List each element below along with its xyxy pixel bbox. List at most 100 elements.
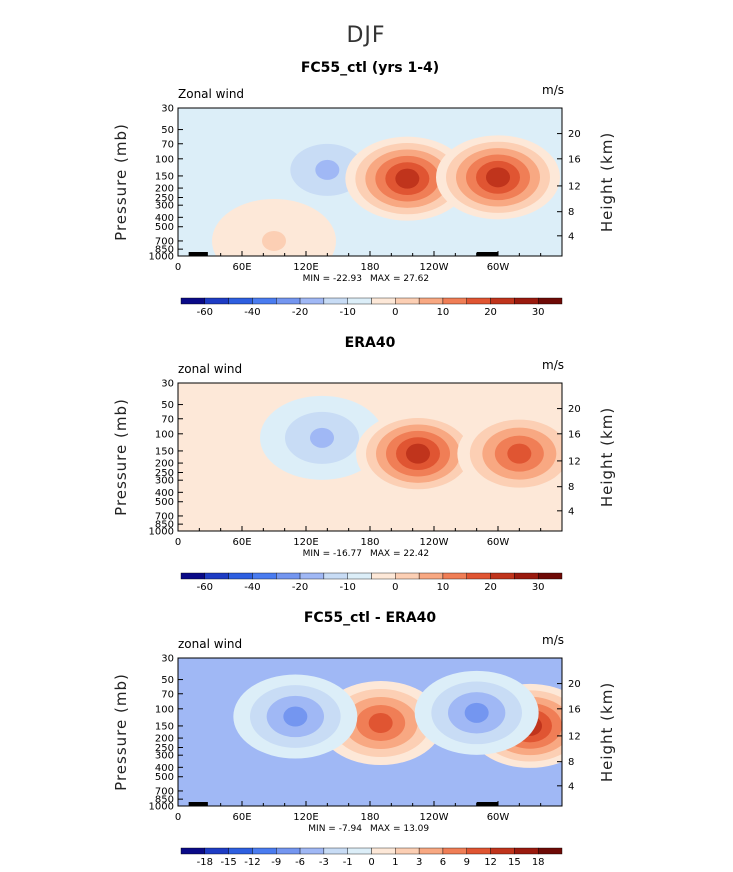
y-right-tick-label: 12 — [568, 456, 581, 467]
y-tick-label: 300 — [155, 476, 174, 487]
colorbar-label: -20 — [292, 582, 308, 593]
y-axis-label: Pressure (mb) — [112, 123, 130, 241]
colorbar-swatch — [466, 572, 491, 580]
x-tick-label: 120E — [293, 262, 318, 273]
colorbar-swatch — [490, 297, 515, 305]
y-right-tick-label: 4 — [568, 506, 574, 517]
x-tick-label: 60E — [232, 537, 251, 548]
panel-title: FC55_ctl - ERA40 — [304, 610, 437, 626]
y-tick-label: 50 — [161, 675, 174, 686]
colorbar-swatch — [418, 572, 444, 580]
y-tick-label: 100 — [155, 154, 174, 165]
y-right-tick-label: 8 — [568, 207, 574, 218]
topography — [188, 252, 208, 256]
colorbar-swatch — [514, 572, 539, 580]
y-tick-label: 500 — [155, 772, 174, 783]
y-right-tick-label: 8 — [568, 757, 574, 768]
colorbar-label: -12 — [244, 857, 260, 868]
contour-fill — [310, 427, 334, 448]
panel-title: FC55_ctl (yrs 1-4) — [301, 60, 439, 76]
colorbar-label: -40 — [244, 307, 260, 318]
y-tick-label: 850 — [155, 795, 174, 806]
colorbar-label: 0 — [392, 582, 398, 593]
y-tick-label: 300 — [155, 201, 174, 212]
colorbar-label: -20 — [292, 307, 308, 318]
contour-fill — [368, 713, 393, 734]
colorbar-label: -1 — [343, 857, 353, 868]
colorbar-swatch — [395, 572, 420, 580]
min-label: MIN = -22.93 — [303, 274, 362, 284]
y-tick-label: 850 — [155, 245, 174, 256]
topography — [476, 802, 498, 806]
colorbar-label: -9 — [271, 857, 281, 868]
y-tick-label: 300 — [155, 751, 174, 762]
units-label: m/s — [542, 633, 564, 647]
y-right-tick-label: 4 — [568, 231, 574, 242]
colorbar-swatch — [490, 847, 515, 855]
y-tick-label: 200 — [155, 184, 174, 195]
colorbar-swatch — [418, 297, 444, 305]
x-tick-label: 60W — [487, 537, 510, 548]
y-tick-label: 200 — [155, 734, 174, 745]
colorbar-label: -40 — [244, 582, 260, 593]
panel-title: ERA40 — [345, 335, 396, 351]
y-tick-label: 400 — [155, 213, 174, 224]
y-tick-label: 700 — [155, 511, 174, 522]
colorbar-swatch — [228, 572, 253, 580]
contour-fill — [486, 167, 510, 188]
colorbar-swatch — [252, 847, 277, 855]
y-right-tick-label: 20 — [568, 129, 581, 140]
colorbar-label: -15 — [220, 857, 236, 868]
colorbar-label: 20 — [484, 307, 497, 318]
colorbar-label: 20 — [484, 582, 497, 593]
contour-fill — [507, 443, 532, 464]
colorbar-swatch — [466, 847, 491, 855]
colorbar-swatch — [418, 847, 444, 855]
y-tick-label: 700 — [155, 236, 174, 247]
colorbar-label: 3 — [416, 857, 422, 868]
y-right-tick-label: 20 — [568, 679, 581, 690]
y-tick-label: 850 — [155, 520, 174, 531]
colorbar-swatch — [180, 847, 206, 855]
units-label: m/s — [542, 358, 564, 372]
y-right-tick-label: 16 — [568, 704, 581, 715]
colorbar-swatch — [466, 297, 491, 305]
colorbar-swatch — [323, 297, 348, 305]
y-axis-label: Pressure (mb) — [112, 398, 130, 516]
y-right-tick-label: 8 — [568, 482, 574, 493]
colorbar-swatch — [323, 847, 348, 855]
field-label: zonal wind — [178, 637, 242, 651]
colorbar-swatch — [299, 572, 325, 580]
colorbar-swatch — [323, 572, 348, 580]
field-label: zonal wind — [178, 362, 242, 376]
y-right-axis-label: Height (km) — [598, 682, 616, 782]
y-axis-label: Pressure (mb) — [112, 673, 130, 791]
colorbar-label: -3 — [319, 857, 329, 868]
colorbar-swatch — [490, 572, 515, 580]
x-tick-label: 120W — [420, 812, 449, 823]
y-right-tick-label: 12 — [568, 181, 581, 192]
contour-fill — [406, 443, 430, 464]
x-tick-label: 180 — [360, 537, 379, 548]
field-label: Zonal wind — [178, 87, 244, 101]
x-tick-label: 60W — [487, 262, 510, 273]
colorbar-swatch — [442, 572, 467, 580]
contour-fill — [464, 702, 489, 723]
colorbar-label: -6 — [295, 857, 305, 868]
y-tick-label: 100 — [155, 429, 174, 440]
colorbar-label: 30 — [532, 582, 545, 593]
colorbar-label: 6 — [440, 857, 446, 868]
colorbar-label: 10 — [437, 307, 450, 318]
contour-fill — [262, 230, 286, 251]
y-tick-label: 700 — [155, 786, 174, 797]
colorbar-label: 18 — [532, 857, 545, 868]
colorbar-swatch — [442, 847, 467, 855]
y-right-tick-label: 4 — [568, 781, 574, 792]
topography — [476, 252, 498, 256]
y-right-tick-label: 16 — [568, 429, 581, 440]
colorbar-label: 10 — [437, 582, 450, 593]
colorbar-label: -60 — [197, 582, 213, 593]
colorbar-swatch — [299, 847, 325, 855]
y-tick-label: 250 — [155, 468, 174, 479]
colorbar-label: -10 — [340, 307, 356, 318]
